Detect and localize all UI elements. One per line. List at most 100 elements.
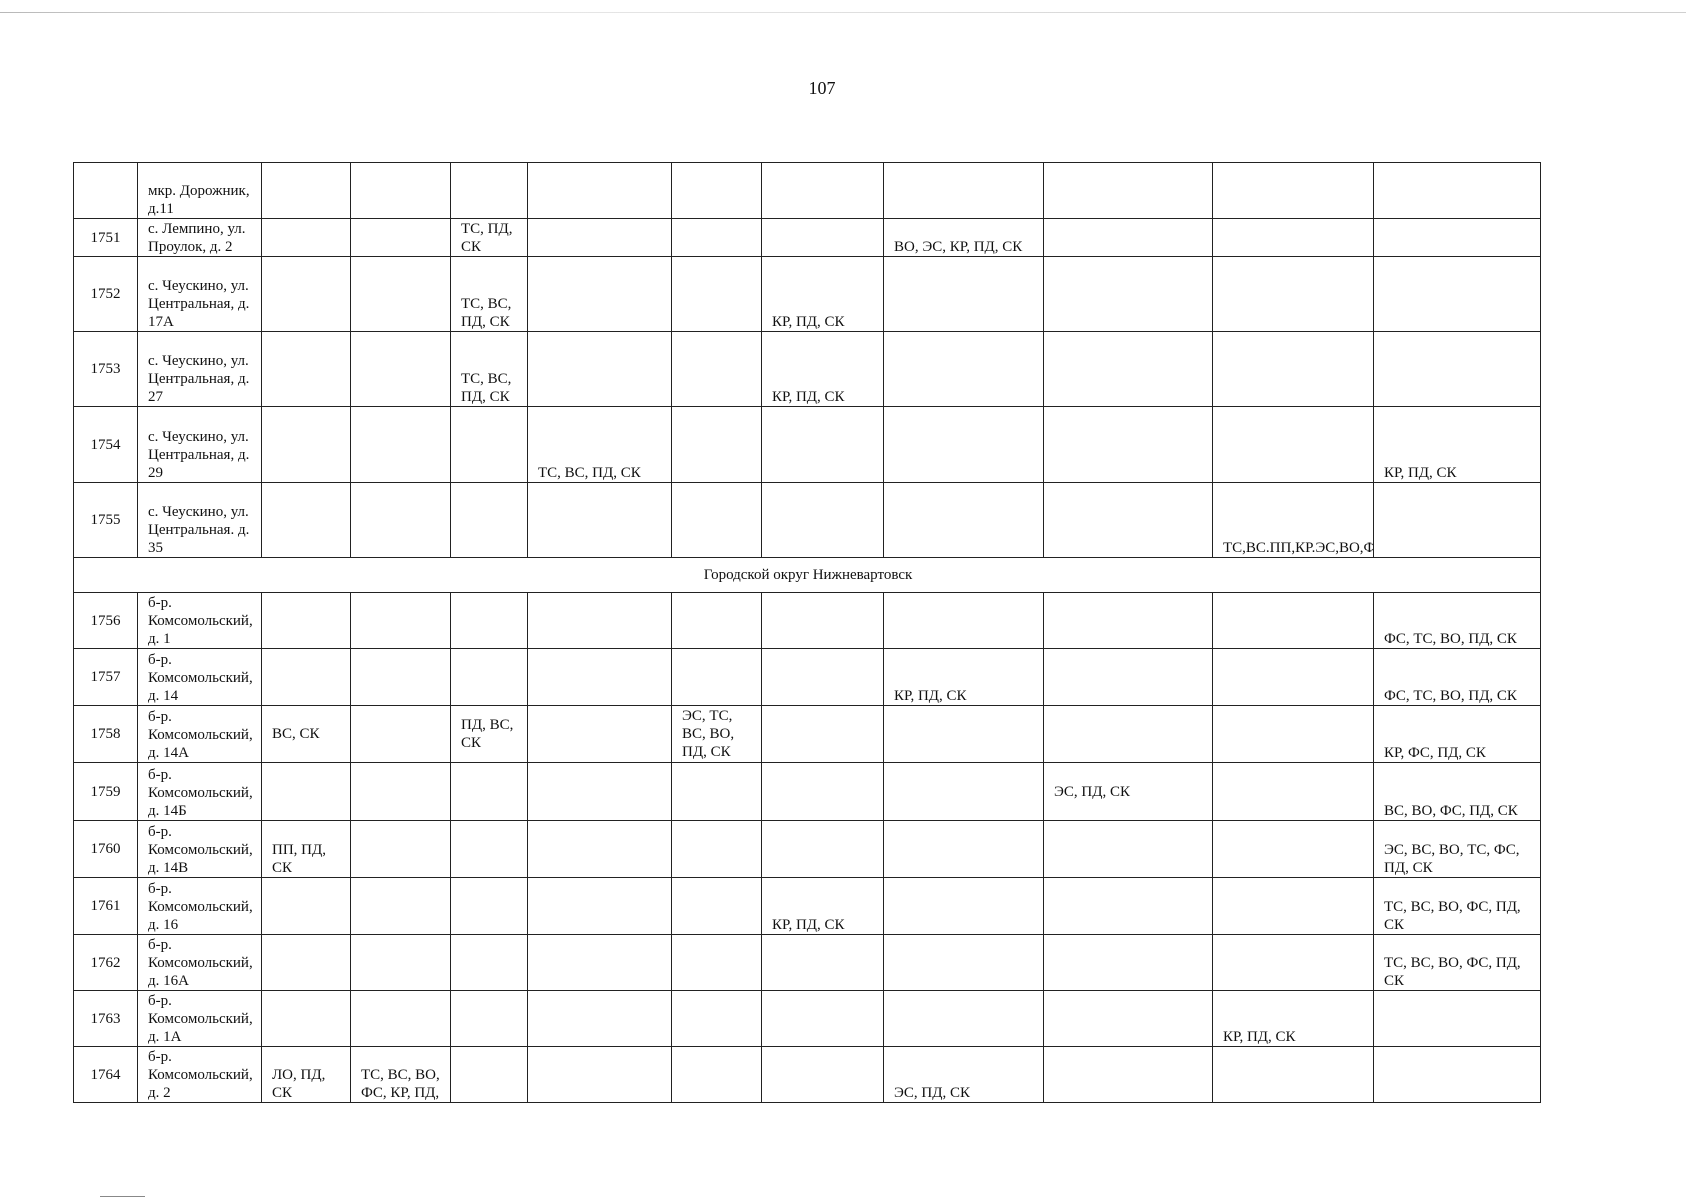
code-cell xyxy=(1212,218,1374,257)
address-cell: б-р. Комсомольский, д. 1А xyxy=(137,990,262,1047)
code-cell xyxy=(1043,406,1213,483)
address-cell: б-р. Комсомольский, д. 14А xyxy=(137,705,262,763)
code-cell xyxy=(1043,218,1213,257)
code-cell xyxy=(350,406,451,483)
code-cell xyxy=(761,705,884,763)
code-cell xyxy=(350,820,451,878)
code-cell xyxy=(671,592,762,649)
code-cell xyxy=(350,934,451,991)
section-title: Городской округ Нижневартовск xyxy=(73,557,1541,593)
table-row: 1757 б-р. Комсомольский, д. 14 КР, ПД, СК Ф… xyxy=(73,648,1541,706)
code-cell xyxy=(450,482,528,558)
code-cell: ФС, ТС, ВО, ПД, СК xyxy=(1373,592,1541,649)
address-cell: б-р. Комсомольский, д. 14В xyxy=(137,820,262,878)
code-cell xyxy=(761,162,884,219)
code-cell xyxy=(1212,762,1374,821)
code-cell xyxy=(1212,705,1374,763)
code-cell xyxy=(671,934,762,991)
code-cell xyxy=(1043,990,1213,1047)
row-number: 1755 xyxy=(73,482,138,558)
code-cell xyxy=(1043,705,1213,763)
row-number: 1758 xyxy=(73,705,138,763)
code-cell xyxy=(1043,648,1213,706)
address-cell: с. Лемпино, ул. Проулок, д. 2 xyxy=(137,218,262,257)
table-row: 1754 с. Чеускино, ул. Центральная, д. 29 Т… xyxy=(73,406,1541,483)
code-cell xyxy=(450,934,528,991)
code-cell xyxy=(1043,592,1213,649)
code-cell xyxy=(671,218,762,257)
code-cell xyxy=(883,705,1044,763)
row-number xyxy=(73,162,138,219)
code-cell xyxy=(671,1046,762,1103)
code-cell xyxy=(1043,934,1213,991)
code-cell xyxy=(1212,820,1374,878)
code-cell xyxy=(1373,331,1541,407)
code-cell xyxy=(1212,256,1374,332)
code-cell xyxy=(261,877,351,935)
code-cell xyxy=(261,990,351,1047)
code-cell xyxy=(1212,1046,1374,1103)
code-cell: КР, ПД, СК xyxy=(761,877,884,935)
address-cell: б-р. Комсомольский, д. 1 xyxy=(137,592,262,649)
table-row: мкр. Дорожник, д.11 xyxy=(73,162,1541,219)
scan-artifact-line xyxy=(0,12,1686,13)
code-cell: КР, ПД, СК xyxy=(761,256,884,332)
code-cell xyxy=(883,762,1044,821)
code-cell xyxy=(1373,990,1541,1047)
code-cell: ТС, ВС, ПД, СК xyxy=(450,331,528,407)
code-cell xyxy=(450,162,528,219)
row-number: 1756 xyxy=(73,592,138,649)
code-cell xyxy=(261,648,351,706)
code-cell xyxy=(527,218,672,257)
row-number: 1759 xyxy=(73,762,138,821)
address-cell: мкр. Дорожник, д.11 xyxy=(137,162,262,219)
code-cell xyxy=(1373,482,1541,558)
code-cell: ТС,ВС.ПП,КР.ЭС,ВО,ФС,ФД,ПД,СК xyxy=(1212,482,1374,558)
code-cell: ТС, ВС, ВО, ФС, ПД, СК xyxy=(1373,934,1541,991)
code-cell xyxy=(883,990,1044,1047)
code-cell: ЭС, ВС, ВО, ТС, ФС, ПД, СК xyxy=(1373,820,1541,878)
code-cell xyxy=(1212,648,1374,706)
code-cell xyxy=(761,648,884,706)
table-row: 1760 б-р. Комсомольский, д. 14В ПП, ПД, СК… xyxy=(73,820,1541,878)
code-cell xyxy=(261,162,351,219)
code-cell xyxy=(671,406,762,483)
row-number: 1752 xyxy=(73,256,138,332)
code-cell xyxy=(261,482,351,558)
code-cell: ТС, ВС, ПД, СК xyxy=(450,256,528,332)
address-cell: б-р. Комсомольский, д. 16 xyxy=(137,877,262,935)
row-number: 1753 xyxy=(73,331,138,407)
code-cell xyxy=(350,218,451,257)
table-row: 1759 б-р. Комсомольский, д. 14Б ЭС, ПД, СК… xyxy=(73,762,1541,821)
row-number: 1751 xyxy=(73,218,138,257)
code-cell: КР, ПД, СК xyxy=(761,331,884,407)
code-cell xyxy=(261,406,351,483)
code-cell xyxy=(883,331,1044,407)
code-cell xyxy=(883,820,1044,878)
address-cell: с. Чеускино, ул. Центральная, д. 27 xyxy=(137,331,262,407)
code-cell xyxy=(1373,256,1541,332)
row-number: 1760 xyxy=(73,820,138,878)
code-cell xyxy=(527,256,672,332)
code-cell xyxy=(261,331,351,407)
code-cell xyxy=(450,820,528,878)
code-cell xyxy=(1043,331,1213,407)
table-row: 1764 б-р. Комсомольский, д. 2 ЛО, ПД, СК ТС… xyxy=(73,1046,1541,1103)
code-cell: ЭС, ПД, СК xyxy=(1043,762,1213,821)
code-cell: ЛО, ПД, СК xyxy=(261,1046,351,1103)
code-cell xyxy=(761,406,884,483)
table-row: 1762 б-р. Комсомольский, д. 16А ТС, ВС, ВО… xyxy=(73,934,1541,991)
code-cell xyxy=(350,990,451,1047)
code-cell xyxy=(761,990,884,1047)
code-cell xyxy=(1373,218,1541,257)
code-cell xyxy=(671,820,762,878)
code-cell xyxy=(883,406,1044,483)
code-cell xyxy=(527,877,672,935)
code-cell xyxy=(350,592,451,649)
code-cell xyxy=(671,331,762,407)
code-cell xyxy=(527,482,672,558)
code-cell xyxy=(1043,877,1213,935)
code-cell xyxy=(1043,162,1213,219)
code-cell: ТС, ВС, ПД, СК xyxy=(527,406,672,483)
code-cell xyxy=(350,877,451,935)
